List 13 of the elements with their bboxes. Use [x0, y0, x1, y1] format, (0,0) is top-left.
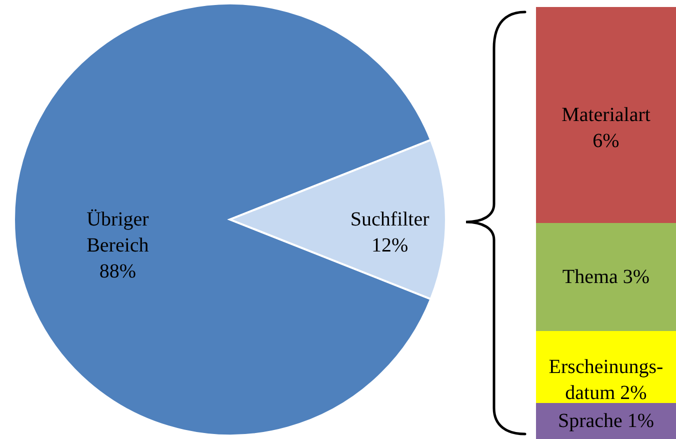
bar	[536, 331, 676, 403]
data-label: 6%	[592, 130, 620, 152]
text: Thema 3%	[562, 266, 650, 288]
text: Sprache 1%	[558, 410, 654, 432]
bar	[536, 403, 676, 439]
slice-label: Übriger Bereich	[86, 208, 150, 256]
bar	[536, 7, 676, 223]
slice-label: Suchfilter	[350, 208, 430, 230]
data-label: 88%	[99, 260, 136, 282]
series-label: Materialart	[562, 104, 651, 126]
text: Erscheinungs-datum 2%	[548, 356, 664, 404]
bar	[536, 223, 676, 331]
data-label: 12%	[372, 234, 408, 256]
